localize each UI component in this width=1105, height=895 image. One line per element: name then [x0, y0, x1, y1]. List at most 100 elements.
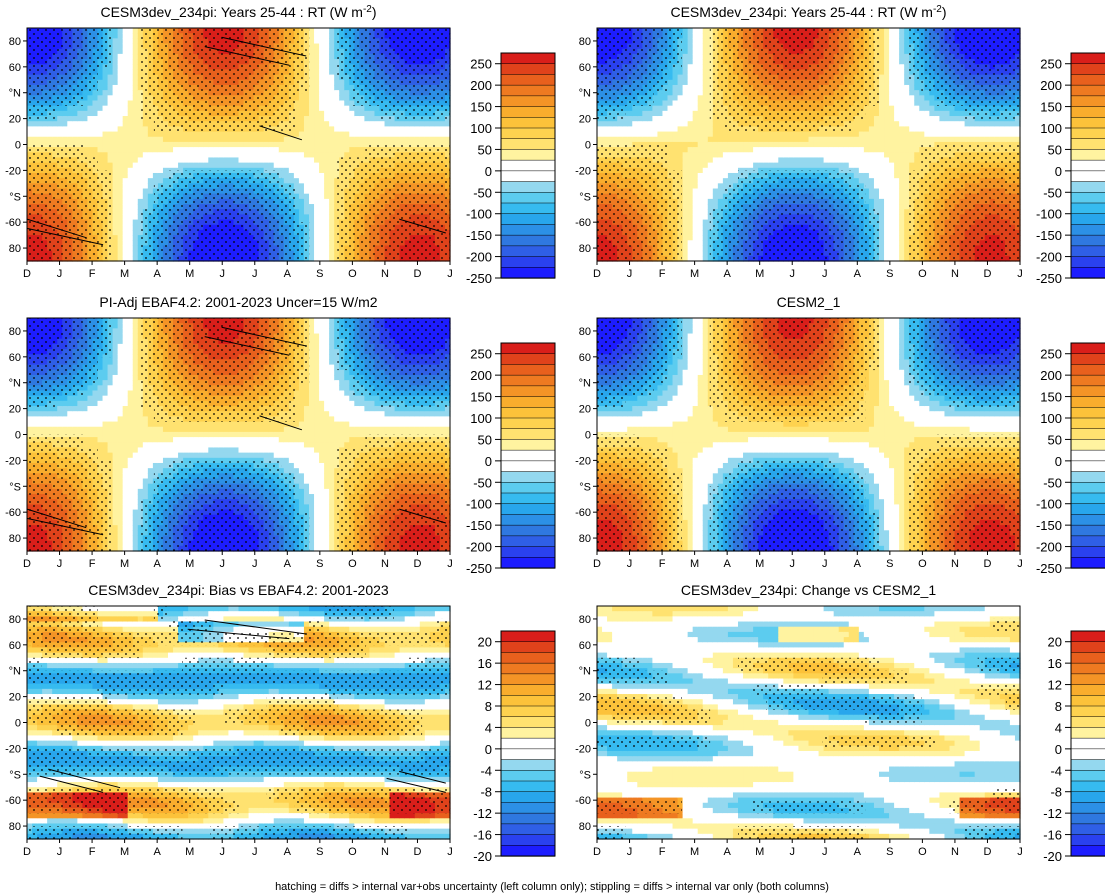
panel-title: CESM3dev_234pi: Years 25-44 : RT (W m-2) [100, 4, 376, 20]
colorbar-label: -100 [466, 497, 492, 512]
x-tick-label: J [822, 558, 828, 570]
colorbar-label: 150 [470, 100, 492, 115]
x-tick-label: A [153, 558, 161, 570]
colorbar-label: -16 [1043, 828, 1062, 843]
y-tick-label: °N [9, 88, 21, 100]
x-tick-label: D [23, 558, 31, 570]
panel-title: CESM3dev_234pi: Years 25-44 : RT (W m-2) [670, 4, 946, 20]
panel-title: PI-Adj EBAF4.2: 2001-2023 Uncer=15 W/m2 [99, 294, 377, 310]
stippling [27, 606, 451, 840]
y-tick-label: °N [9, 378, 21, 390]
x-tick-label: A [854, 268, 862, 280]
colorbar-label: 150 [1040, 100, 1062, 115]
x-tick-label: M [120, 558, 129, 570]
colorbar-label: -250 [1036, 561, 1062, 576]
x-tick-label: M [120, 268, 129, 280]
colorbar-label: -200 [466, 250, 492, 265]
x-tick-label: J [219, 846, 225, 858]
y-tick-label: 20 [579, 114, 591, 126]
y-tick-label: °N [9, 666, 21, 678]
y-tick-label: 80 [579, 533, 591, 545]
colorbar-label: -12 [473, 806, 492, 821]
panel-2: CESM3dev_234pi: Years 25-44 : RT (W m-2)… [575, 4, 1105, 286]
x-tick-label: S [316, 558, 323, 570]
x-tick-label: O [918, 558, 927, 570]
x-tick-label: J [252, 268, 258, 280]
y-tick-label: 80 [9, 326, 21, 338]
colorbar-label: -250 [466, 561, 492, 576]
x-tick-label: M [690, 846, 699, 858]
panel-5: CESM3dev_234pi: Bias vs EBAF4.2: 2001-20… [5, 582, 556, 864]
y-tick-label: 60 [579, 352, 591, 364]
colorbar-label: -250 [1036, 271, 1062, 286]
colorbar-label: 200 [470, 78, 492, 93]
y-tick-label: -60 [5, 507, 21, 519]
x-tick-label: M [690, 268, 699, 280]
y-tick-label: °S [9, 481, 21, 493]
colorbar-label: 8 [485, 699, 492, 714]
panel-title: CESM3dev_234pi: Bias vs EBAF4.2: 2001-20… [88, 582, 389, 598]
x-tick-label: A [284, 846, 292, 858]
colorbar-label: 0 [485, 454, 492, 469]
y-tick-label: 60 [9, 640, 21, 652]
y-tick-label: 80 [9, 821, 21, 833]
colorbar-label: -50 [473, 475, 492, 490]
y-tick-label: 0 [15, 718, 21, 730]
colorbar-label: -8 [480, 785, 492, 800]
colorbar-label: 0 [485, 742, 492, 757]
y-tick-label: °N [579, 88, 591, 100]
colorbar-label: 0 [1055, 454, 1062, 469]
y-tick-label: 20 [9, 114, 21, 126]
y-tick-label: 0 [585, 430, 591, 442]
colorbar-label: -150 [1036, 228, 1062, 243]
panel-3: PI-Adj EBAF4.2: 2001-2023 Uncer=15 W/m2 8… [5, 294, 556, 576]
y-tick-label: -60 [5, 217, 21, 229]
colorbar-label: -100 [1036, 497, 1062, 512]
x-tick-label: J [447, 268, 453, 280]
colorbar: 250 200 150 100 50 0 -50 -100 -150 -200 -250 [466, 52, 556, 286]
colorbar-label: -200 [1036, 540, 1062, 555]
colorbar-label: 250 [470, 347, 492, 362]
colorbar-label: 0 [1055, 742, 1062, 757]
x-tick-label: J [627, 558, 633, 570]
colorbar-label: -50 [1043, 185, 1062, 200]
colorbar-label: 250 [1040, 347, 1062, 362]
colorbar-label: 100 [1040, 121, 1062, 136]
stippling [597, 318, 1021, 552]
y-tick-label: 0 [15, 430, 21, 442]
colorbar-label: -8 [1050, 785, 1062, 800]
y-axis: 80 60 °N 20 0 -20 °S -60 80 [5, 614, 27, 833]
y-tick-label: 20 [579, 404, 591, 416]
x-tick-label: F [659, 558, 666, 570]
x-tick-label: M [755, 268, 764, 280]
colorbar-label: 200 [1040, 78, 1062, 93]
colorbar-label: 16 [1048, 656, 1062, 671]
panel-6: CESM3dev_234pi: Change vs CESM2_18060°N2… [575, 582, 1105, 864]
y-tick-label: -20 [575, 743, 591, 755]
colorbar-label: 8 [1055, 699, 1062, 714]
x-tick-label: A [854, 846, 862, 858]
x-tick-label: D [983, 558, 991, 570]
y-tick-label: 20 [9, 692, 21, 704]
colorbar: 250 200 150 100 50 0 -50 -100 -150 -200 -250 [1036, 52, 1105, 286]
colorbar-label: -50 [1043, 475, 1062, 490]
x-tick-label: J [789, 558, 795, 570]
colorbar-label: 50 [478, 432, 492, 447]
colorbar-label: -12 [1043, 806, 1062, 821]
y-tick-label: -20 [5, 165, 21, 177]
x-tick-label: A [854, 558, 862, 570]
colorbar: 20 16 12 8 4 0 -4 -8 -12 -16 -20 [1043, 630, 1105, 864]
y-tick-label: 80 [9, 243, 21, 255]
x-tick-label: S [886, 268, 893, 280]
x-tick-label: J [57, 268, 63, 280]
x-tick-label: N [951, 268, 959, 280]
y-tick-label: 80 [579, 614, 591, 626]
colorbar-label: -4 [1050, 763, 1062, 778]
colorbar-label: -150 [466, 518, 492, 533]
